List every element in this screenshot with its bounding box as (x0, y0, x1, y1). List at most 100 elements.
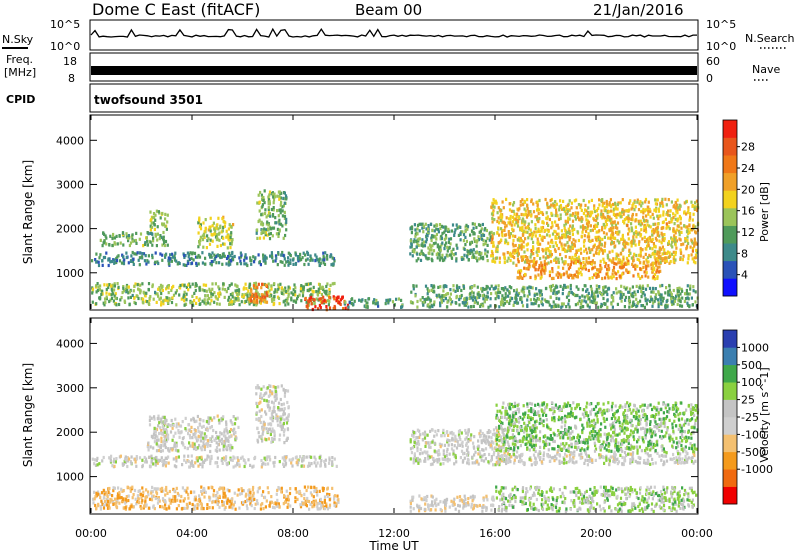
scatter-pixel (655, 208, 657, 211)
scatter-pixel (526, 248, 528, 251)
scatter-pixel (482, 256, 484, 259)
scatter-pixel (277, 263, 279, 266)
scatter-pixel (268, 504, 270, 507)
scatter-pixel (259, 260, 261, 263)
scatter-pixel (633, 291, 635, 294)
scatter-pixel (597, 273, 599, 276)
scatter-pixel (579, 296, 581, 299)
scatter-pixel (538, 304, 540, 307)
scatter-pixel (99, 288, 101, 291)
scatter-pixel (170, 430, 172, 433)
scatter-pixel (102, 244, 104, 247)
scatter-pixel (615, 207, 617, 210)
scatter-pixel (163, 239, 165, 242)
scatter-pixel (666, 203, 668, 206)
scatter-pixel (277, 288, 279, 291)
scatter-pixel (538, 298, 540, 301)
scatter-pixel (638, 286, 640, 289)
scatter-pixel (154, 261, 156, 264)
scatter-pixel (189, 301, 191, 304)
scatter-pixel (206, 290, 208, 293)
scatter-pixel (232, 292, 234, 295)
scatter-pixel (513, 252, 515, 255)
scatter-pixel (598, 246, 600, 249)
scatter-pixel (188, 441, 190, 444)
scatter-pixel (165, 461, 167, 464)
scatter-pixel (560, 285, 562, 288)
scatter-pixel (546, 233, 548, 236)
scatter-pixel (268, 228, 270, 231)
scatter-pixel (433, 300, 435, 303)
scatter-pixel (546, 211, 548, 214)
scatter-pixel (553, 300, 555, 303)
scatter-pixel (588, 200, 590, 203)
scatter-pixel (463, 254, 465, 257)
scatter-pixel (655, 293, 657, 296)
cpid-label: CPID (6, 93, 35, 106)
scatter-pixel (536, 293, 538, 296)
scatter-pixel (416, 245, 418, 248)
scatter-pixel (195, 420, 197, 423)
scatter-pixel (427, 228, 429, 231)
scatter-pixel (628, 306, 630, 309)
scatter-pixel (150, 455, 152, 458)
scatter-pixel (111, 260, 113, 263)
scatter-pixel (261, 196, 263, 199)
scatter-pixel (135, 242, 137, 245)
scatter-pixel (135, 465, 137, 468)
scatter-pixel (618, 230, 620, 233)
scatter-pixel (116, 506, 118, 509)
scatter-pixel (541, 235, 543, 238)
scatter-pixel (572, 238, 574, 241)
scatter-pixel (572, 233, 574, 236)
scatter-pixel (585, 218, 587, 221)
scatter-pixel (194, 504, 196, 507)
scatter-pixel (480, 287, 482, 290)
nave-label: Nave (752, 63, 780, 76)
scatter-pixel (319, 264, 321, 267)
scatter-pixel (279, 302, 281, 305)
scatter-pixel (323, 258, 325, 261)
scatter-pixel (96, 459, 98, 462)
scatter-pixel (267, 462, 269, 465)
scatter-pixel (350, 298, 352, 301)
scatter-pixel (329, 284, 331, 287)
scatter-pixel (144, 456, 146, 459)
scatter-pixel (139, 291, 141, 294)
scatter-pixel (619, 297, 621, 300)
scatter-pixel (120, 488, 122, 491)
scatter-pixel (119, 298, 121, 301)
scatter-pixel (98, 261, 100, 264)
scatter-pixel (687, 284, 689, 287)
scatter-pixel (226, 230, 228, 233)
scatter-pixel (315, 464, 317, 467)
scatter-pixel (169, 257, 171, 260)
scatter-pixel (449, 254, 451, 257)
scatter-pixel (547, 215, 549, 218)
scatter-pixel (119, 259, 121, 262)
scatter-pixel (615, 226, 617, 229)
scatter-pixel (316, 493, 318, 496)
scatter-pixel (581, 235, 583, 238)
scatter-pixel (513, 304, 515, 307)
scatter-pixel (234, 422, 236, 425)
scatter-pixel (141, 486, 143, 489)
scatter-pixel (554, 286, 556, 289)
scatter-pixel (598, 250, 600, 253)
scatter-pixel (415, 285, 417, 288)
scatter-pixel (614, 203, 616, 206)
scatter-pixel (663, 248, 665, 251)
scatter-pixel (519, 298, 521, 301)
scatter-pixel (243, 286, 245, 289)
scatter-pixel (638, 208, 640, 211)
scatter-pixel (694, 207, 696, 210)
scatter-pixel (260, 503, 262, 506)
scatter-pixel (639, 268, 641, 271)
scatter-pixel (312, 290, 314, 293)
scatter-pixel (654, 250, 656, 253)
scatter-pixel (549, 304, 551, 307)
scatter-pixel (604, 206, 606, 209)
scatter-pixel (315, 499, 317, 502)
scatter-pixel (577, 275, 579, 278)
scatter-pixel (130, 505, 132, 508)
